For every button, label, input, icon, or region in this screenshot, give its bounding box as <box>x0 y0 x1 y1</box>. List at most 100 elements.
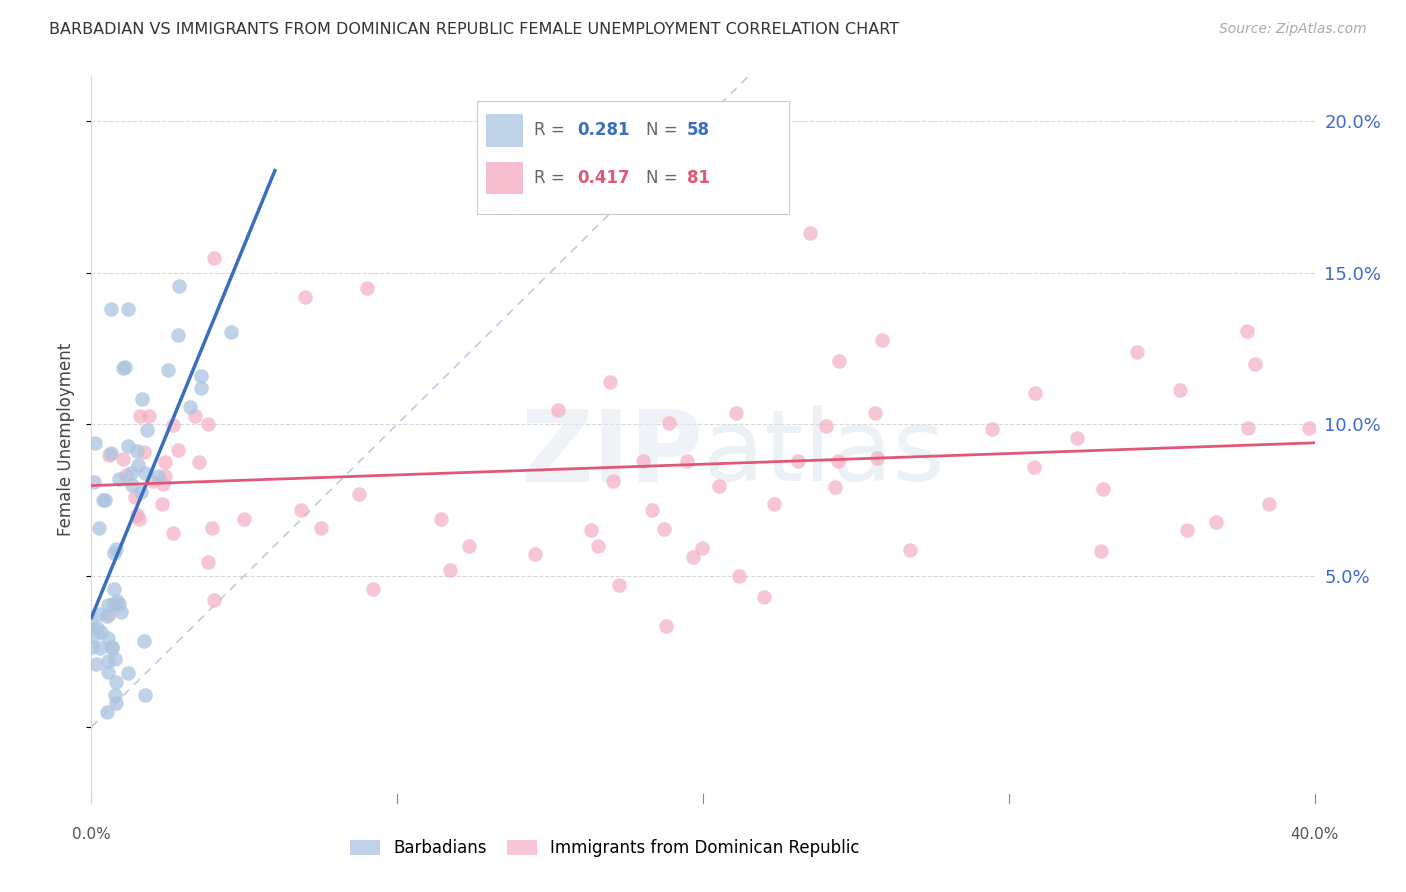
Point <box>439 563 461 577</box>
Point <box>187 455 209 469</box>
Point <box>117 665 139 680</box>
Point <box>82 640 104 654</box>
Point <box>94 492 117 507</box>
Point <box>129 409 152 424</box>
Point <box>586 539 609 553</box>
Point <box>127 508 149 523</box>
Point <box>129 485 152 500</box>
Point <box>1236 324 1258 338</box>
Point <box>128 512 150 526</box>
Point <box>190 368 212 383</box>
Point <box>134 445 156 459</box>
Point <box>96 705 118 719</box>
Point <box>863 406 886 420</box>
Point <box>87 607 110 621</box>
Point <box>91 492 114 507</box>
Text: ZIP: ZIP <box>520 405 703 502</box>
Point <box>1177 523 1199 537</box>
Point <box>124 490 146 504</box>
Point <box>138 409 160 423</box>
Text: Source: ZipAtlas.com: Source: ZipAtlas.com <box>1219 22 1367 37</box>
Point <box>1066 431 1088 445</box>
Point <box>1205 515 1227 529</box>
Point <box>602 475 624 489</box>
Text: atlas: atlas <box>703 405 945 502</box>
Point <box>707 479 730 493</box>
Point <box>141 474 163 488</box>
Legend: Barbadians, Immigrants from Dominican Republic: Barbadians, Immigrants from Dominican Re… <box>343 832 866 863</box>
Point <box>980 422 1002 436</box>
Point <box>134 634 156 648</box>
Point <box>294 290 316 304</box>
Point <box>458 539 481 553</box>
Point <box>363 582 385 596</box>
Point <box>131 392 153 406</box>
Point <box>146 468 169 483</box>
Point <box>1243 357 1265 371</box>
Point <box>101 598 124 612</box>
Point <box>96 609 118 624</box>
Point <box>184 409 207 423</box>
Point <box>356 281 378 295</box>
Text: 58: 58 <box>688 121 710 139</box>
Text: BARBADIAN VS IMMIGRANTS FROM DOMINICAN REPUBLIC FEMALE UNEMPLOYMENT CORRELATION : BARBADIAN VS IMMIGRANTS FROM DOMINICAN R… <box>49 22 900 37</box>
Point <box>169 278 191 293</box>
Point <box>727 568 749 582</box>
Point <box>152 476 174 491</box>
Point <box>90 625 112 640</box>
Point <box>1125 345 1147 359</box>
Point <box>84 657 107 671</box>
Point <box>162 418 184 433</box>
Point <box>150 497 173 511</box>
Point <box>814 419 837 434</box>
Point <box>655 619 678 633</box>
Point <box>1090 544 1112 558</box>
FancyBboxPatch shape <box>477 102 789 214</box>
Point <box>115 467 138 482</box>
Point <box>86 621 108 635</box>
Point <box>309 521 332 535</box>
Point <box>554 199 576 213</box>
Point <box>607 578 630 592</box>
Point <box>107 597 129 611</box>
Point <box>80 617 103 632</box>
Point <box>547 403 569 417</box>
Point <box>1298 420 1320 434</box>
Point <box>1236 420 1258 434</box>
Point <box>87 521 110 535</box>
Point <box>100 446 122 460</box>
Point <box>117 439 139 453</box>
Point <box>725 406 748 420</box>
Point <box>167 442 190 457</box>
Point <box>347 486 370 500</box>
Point <box>105 593 128 607</box>
Point <box>83 475 105 489</box>
Point <box>156 362 179 376</box>
FancyBboxPatch shape <box>486 114 523 147</box>
Point <box>103 688 125 702</box>
Point <box>117 301 139 316</box>
Point <box>599 375 621 389</box>
Point <box>97 598 120 612</box>
Point <box>799 227 821 241</box>
Point <box>107 472 129 486</box>
Point <box>153 455 176 469</box>
Point <box>870 333 893 347</box>
Point <box>97 631 120 645</box>
FancyBboxPatch shape <box>486 161 523 194</box>
Point <box>134 688 156 702</box>
Text: R =: R = <box>534 121 571 139</box>
Point <box>1024 385 1046 400</box>
Point <box>104 674 127 689</box>
Point <box>1258 497 1281 511</box>
Point <box>114 359 136 374</box>
Text: 81: 81 <box>688 169 710 186</box>
Point <box>100 640 122 655</box>
Text: 40.0%: 40.0% <box>1291 827 1339 842</box>
Point <box>202 592 225 607</box>
Point <box>125 444 148 458</box>
Point <box>121 477 143 491</box>
Point <box>690 541 713 556</box>
Text: 0.0%: 0.0% <box>72 827 111 842</box>
Point <box>197 417 219 432</box>
